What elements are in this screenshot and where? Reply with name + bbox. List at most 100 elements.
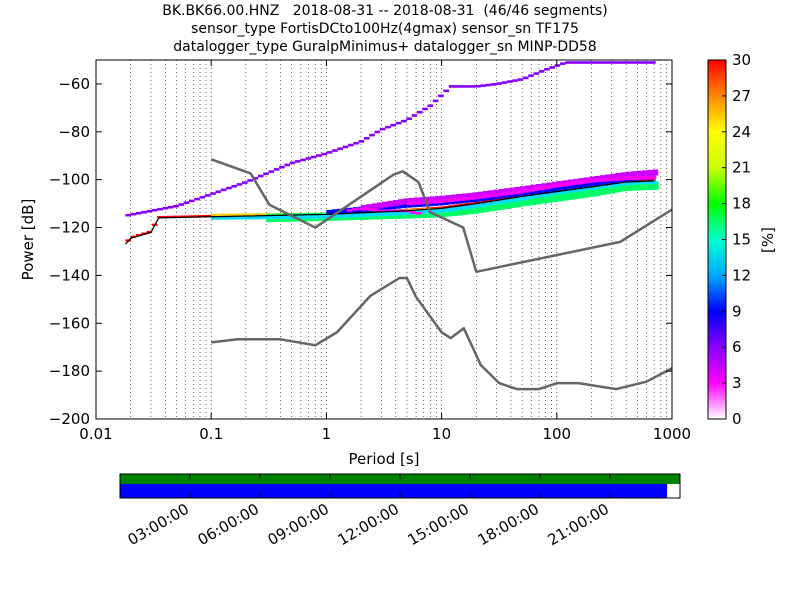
histogram-cell [342, 208, 348, 215]
histogram-cell [273, 168, 280, 171]
histogram-cell [547, 194, 553, 203]
histogram-cell [232, 215, 238, 220]
histogram-cell [371, 203, 378, 210]
histogram-cell [263, 172, 269, 176]
histogram-cell [575, 61, 582, 64]
histogram-cell [410, 211, 416, 214]
histogram-cell [289, 161, 296, 165]
histogram-cell [173, 215, 179, 218]
histogram-cell [141, 210, 147, 214]
histogram-cell [523, 189, 530, 193]
histogram-cell [146, 209, 153, 213]
histogram-cell [125, 213, 132, 217]
histogram-cell [157, 207, 163, 211]
histogram-band [211, 180, 657, 220]
histogram-cell [326, 151, 333, 154]
histogram-cell [644, 179, 651, 182]
histogram-cell [204, 194, 211, 197]
histogram-cell [608, 183, 615, 188]
histogram-cell [439, 208, 445, 213]
histogram-cell [509, 187, 516, 194]
histogram-cell [543, 186, 550, 193]
y-axis-label: Power [dB] [19, 199, 37, 281]
histogram-cell [591, 61, 598, 64]
mode-line [124, 180, 655, 245]
histogram-cell [301, 215, 307, 219]
histogram-cell [488, 203, 495, 212]
histogram-cell [322, 214, 329, 219]
histogram-cell [581, 180, 588, 184]
histogram-cell [647, 181, 654, 190]
histogram-cell [189, 215, 195, 218]
histogram-cell [432, 99, 439, 103]
histogram-cell [385, 125, 391, 129]
histogram-cell [269, 215, 276, 220]
histogram-cell [544, 185, 551, 190]
histogram-cell [642, 181, 649, 191]
histogram-cell [507, 196, 513, 199]
histogram-cell [475, 201, 481, 204]
histogram-cell [178, 215, 185, 218]
histogram-cell [477, 191, 484, 198]
histogram-cell [518, 197, 525, 201]
x-tick-label: 1 [322, 425, 332, 443]
y-tick-label: −200 [49, 410, 90, 428]
histogram-cell [428, 200, 434, 204]
histogram-cell [349, 213, 355, 218]
histogram-cell [496, 198, 503, 201]
histogram-cell [587, 179, 593, 183]
histogram-cell [552, 193, 558, 203]
histogram-cell [549, 185, 555, 192]
histogram-cell [332, 149, 338, 152]
histogram-cell [483, 203, 490, 213]
histogram-cell [199, 195, 206, 199]
histogram-cell [549, 66, 556, 69]
y-tick-label: −80 [58, 123, 90, 141]
histogram-cell [268, 170, 275, 173]
histogram-cell [280, 215, 286, 220]
histogram-cell [243, 215, 249, 220]
histogram-cell [566, 189, 572, 193]
histogram-cell [475, 195, 482, 200]
histogram-cell [626, 171, 632, 178]
histogram-cell [557, 192, 564, 202]
histogram-cell [645, 180, 652, 185]
histogram-cell [578, 190, 585, 199]
histogram-cell [296, 215, 302, 219]
axes: 0.01 0.1 1 10 100 1000 −60 −80 −100 −120 −140 −160 −… [19, 60, 691, 468]
histogram-cell [346, 209, 353, 212]
histogram-cell [491, 198, 497, 202]
histogram-cell [401, 119, 407, 123]
histogram-cell [589, 188, 596, 197]
histogram-cell [221, 216, 228, 220]
histogram-cell [253, 215, 260, 220]
histogram-cell [522, 76, 529, 80]
histogram-cell [469, 202, 476, 205]
histogram-cell [435, 196, 441, 203]
histogram-cell [406, 117, 412, 120]
x-tick-label: 100 [542, 425, 571, 443]
histogram-cell [443, 205, 450, 209]
histogram-cell [461, 193, 468, 200]
histogram-cell [379, 127, 386, 131]
histogram-cell [414, 197, 420, 204]
histogram-cell [639, 61, 646, 64]
histogram-cell [231, 184, 238, 188]
histogram-cell [561, 190, 567, 194]
histogram-cell [568, 191, 574, 200]
histogram-cell [652, 169, 659, 176]
histogram-cell [613, 177, 620, 181]
histogram-cell [247, 179, 253, 182]
histogram-cell [183, 201, 190, 204]
histogram-cell [496, 82, 503, 85]
histogram-cell [560, 182, 567, 187]
colorbar-tick-label: 6 [732, 338, 742, 356]
histogram-cell [565, 61, 571, 64]
histogram-cell [485, 199, 492, 202]
title-line-sensor: sensor_type FortisDCto100Hz(4gmax) senso… [191, 21, 579, 37]
histogram-cell [508, 198, 514, 203]
colorbar-tick-label: 12 [732, 266, 751, 284]
histogram-cell [520, 186, 526, 193]
histogram-cell [423, 210, 429, 214]
histogram-cell [475, 84, 481, 88]
